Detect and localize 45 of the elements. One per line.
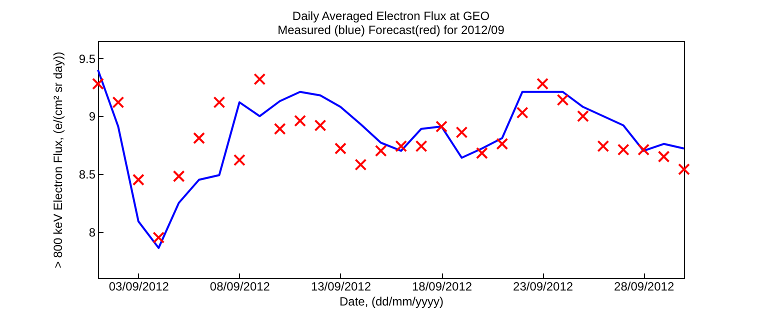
x-tick-label: 28/09/2012	[614, 280, 674, 294]
point	[678, 163, 690, 176]
y-tick-label: 9	[88, 110, 96, 124]
point	[476, 147, 488, 160]
point	[233, 154, 246, 166]
point	[456, 126, 468, 138]
y-axis-title: > 800 keV Electron Flux, (e/(cm² sr day))	[50, 52, 65, 268]
point	[274, 122, 286, 135]
point	[617, 144, 630, 156]
point	[556, 94, 569, 106]
x-tick-label: 13/09/2012	[310, 280, 372, 294]
point	[638, 144, 650, 156]
point	[334, 142, 346, 155]
x-tick-label: 03/09/2012	[108, 280, 170, 294]
line-series	[97, 68, 685, 249]
y-tick-label: 8	[88, 225, 96, 240]
point	[172, 170, 185, 182]
point	[496, 138, 508, 150]
point	[294, 114, 306, 127]
x-tick-label: 08/09/2012	[210, 280, 270, 294]
point	[597, 140, 610, 152]
x-tick-label: 23/09/2012	[513, 280, 574, 294]
point	[658, 150, 670, 163]
point	[395, 140, 408, 152]
y-tick-label: 9.5	[78, 52, 96, 66]
point	[132, 174, 144, 186]
point	[193, 132, 206, 144]
chart-subtitle: Measured (blue) Forecast(red) for 2012/09	[278, 23, 505, 37]
point	[436, 120, 448, 133]
point	[213, 96, 226, 108]
point	[536, 78, 549, 90]
point	[254, 73, 266, 86]
point	[415, 140, 428, 152]
point	[112, 96, 124, 108]
x-tick-label: 18/09/2012	[412, 280, 472, 294]
x-axis-title: Date, (dd/mm/yyyy)	[339, 294, 444, 308]
point	[152, 232, 165, 244]
chart-title: Daily Averaged Electron Flux at GEO	[292, 9, 490, 23]
point	[92, 78, 104, 90]
point	[576, 110, 589, 122]
point	[516, 106, 528, 119]
point	[314, 119, 326, 132]
y-tick-label: 8.5	[78, 167, 96, 182]
point	[354, 158, 367, 171]
point	[374, 144, 387, 157]
